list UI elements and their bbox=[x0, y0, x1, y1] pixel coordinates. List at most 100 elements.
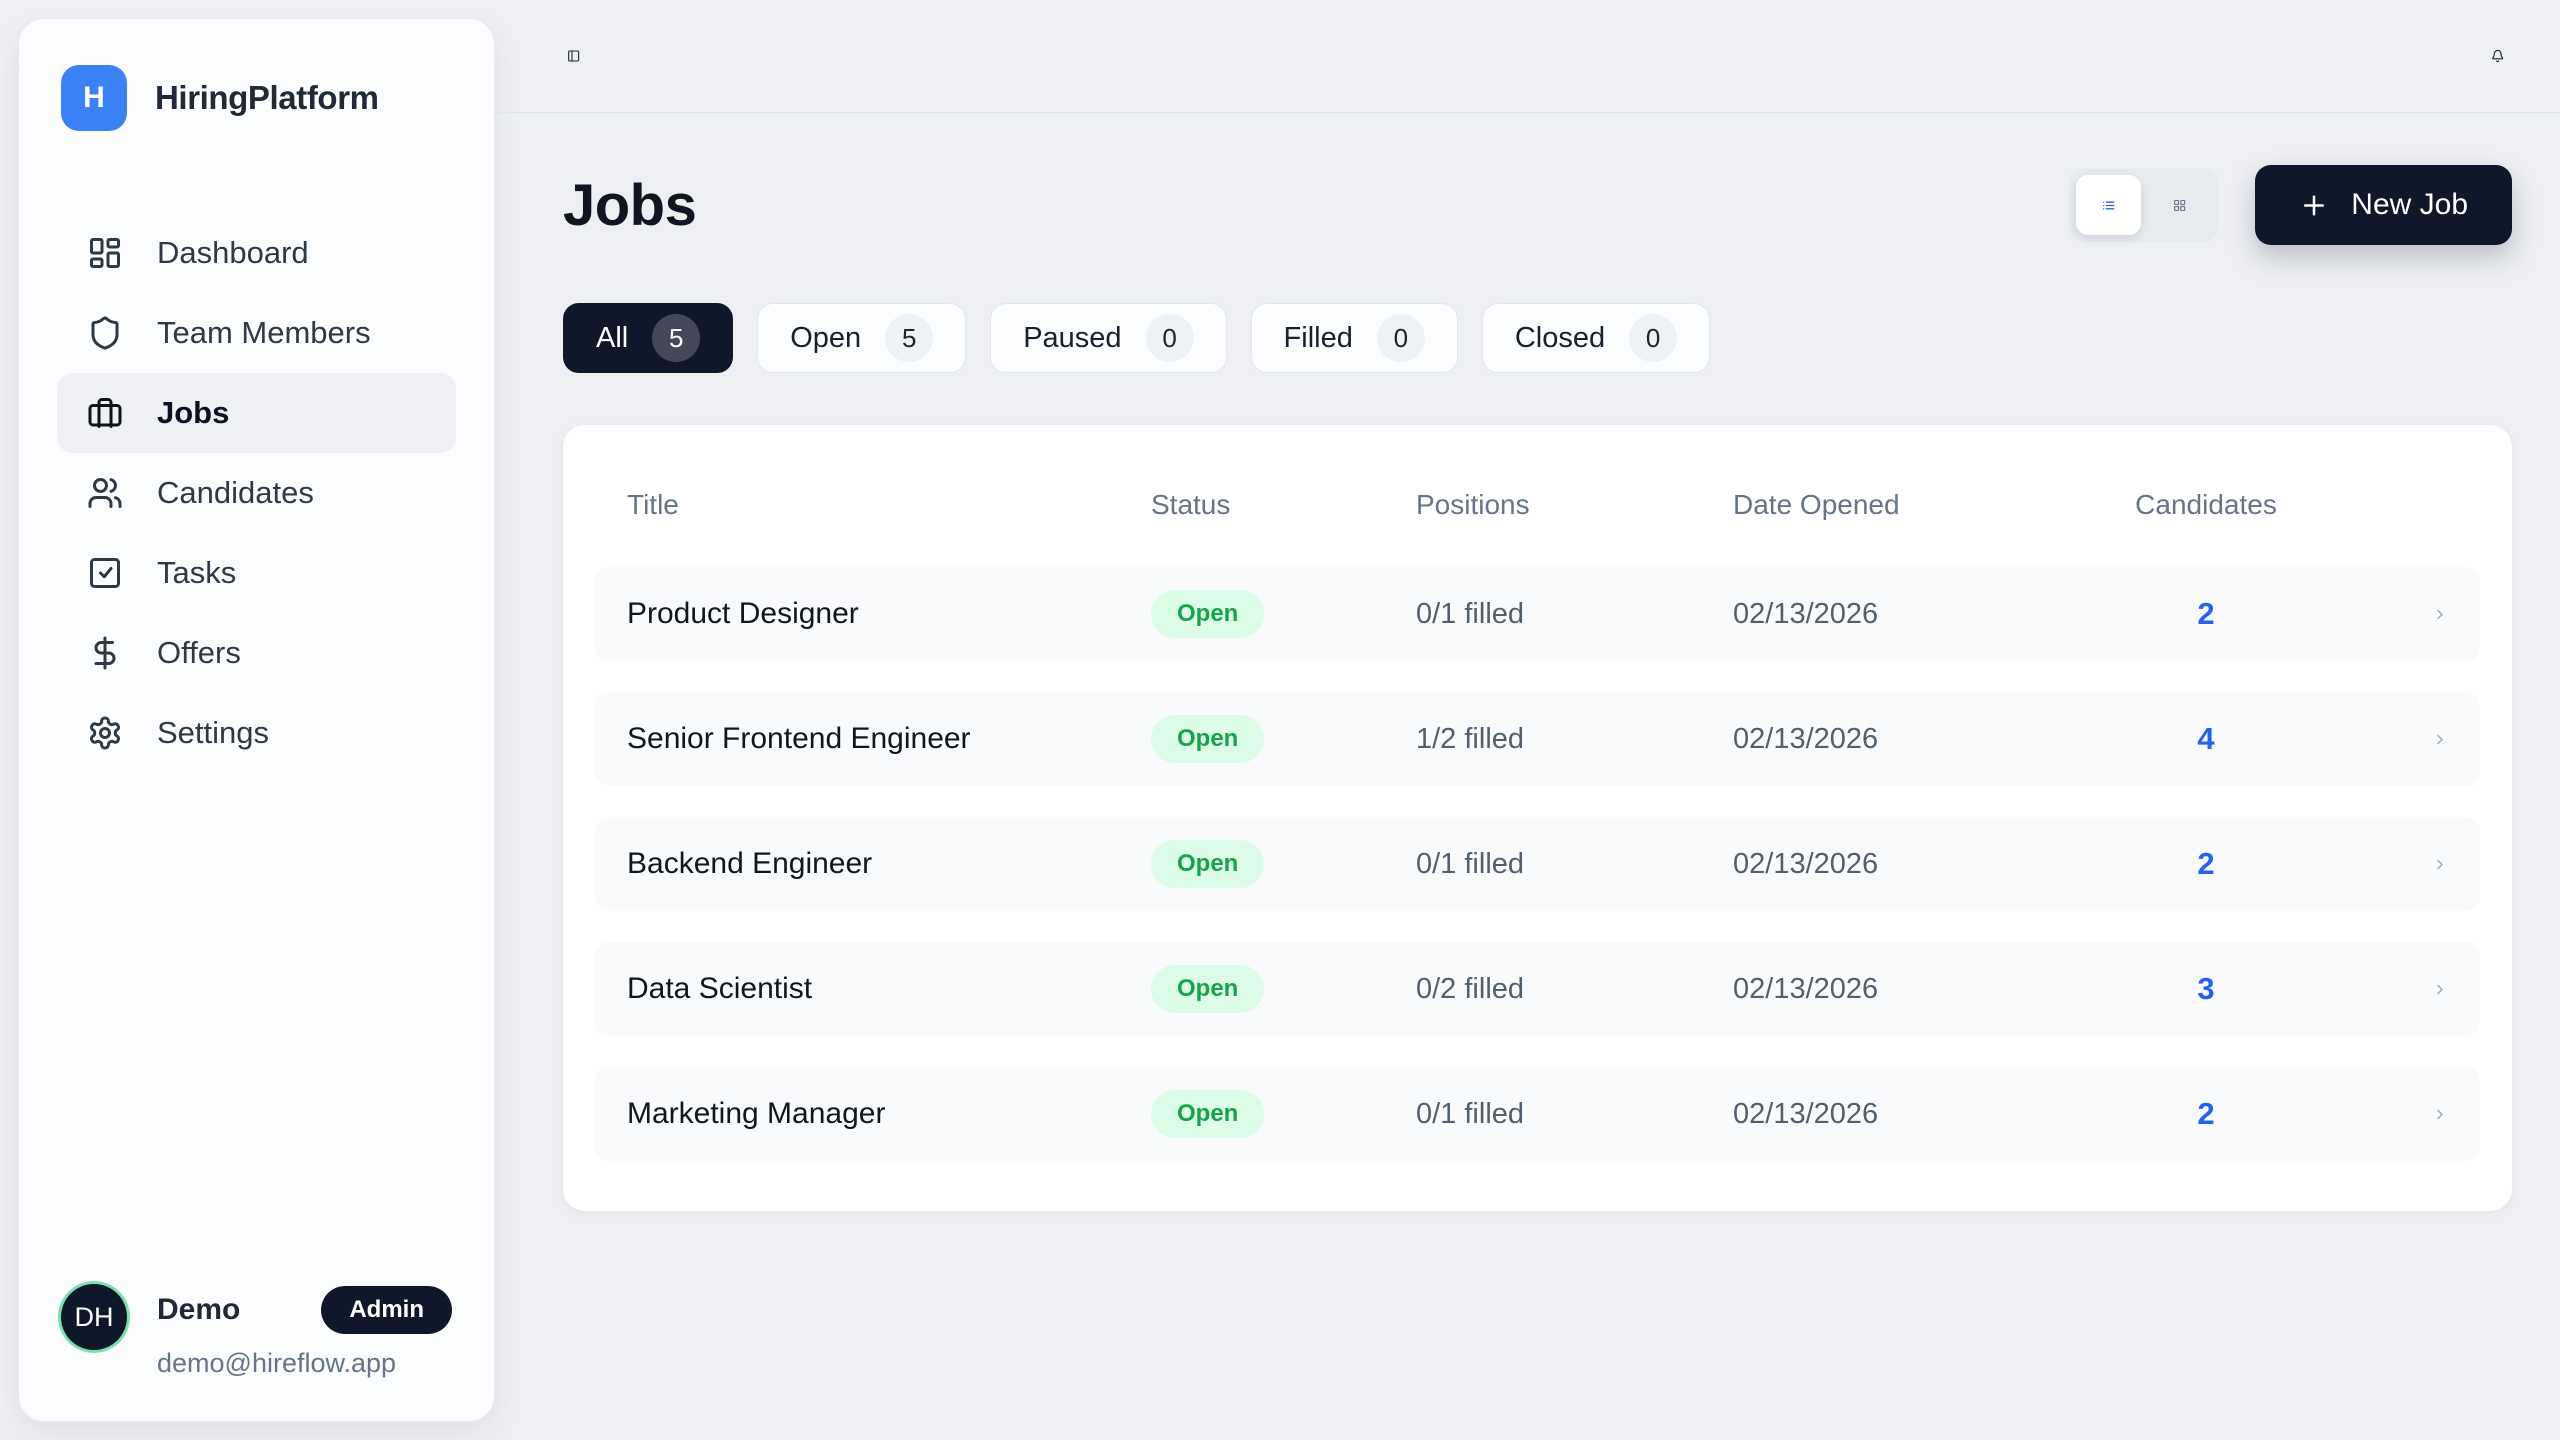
date-opened-cell: 02/13/2026 bbox=[1733, 972, 1879, 1005]
page-header: Jobs New Job bbox=[563, 165, 2512, 245]
sidebar-item-settings[interactable]: Settings bbox=[57, 693, 456, 773]
table-row[interactable]: Product Designer Open 0/1 filled 02/13/2… bbox=[595, 567, 2480, 661]
sidebar-item-team-members[interactable]: Team Members bbox=[57, 293, 456, 373]
main-area: Jobs New Job bbox=[495, 0, 2560, 1440]
square-check-icon bbox=[87, 555, 123, 591]
filter-label: All bbox=[596, 321, 629, 354]
positions-cell: 0/1 filled bbox=[1416, 847, 1525, 880]
app-name: HiringPlatform bbox=[155, 79, 379, 116]
job-title: Data Scientist bbox=[627, 972, 813, 1005]
date-opened-cell: 02/13/2026 bbox=[1733, 597, 1879, 630]
page-title: Jobs bbox=[563, 172, 697, 238]
positions-cell: 0/1 filled bbox=[1416, 597, 1525, 630]
filter-label: Open bbox=[790, 321, 862, 354]
status-badge: Open bbox=[1151, 590, 1265, 638]
candidates-count: 2 bbox=[2197, 846, 2215, 881]
table-row[interactable]: Backend Engineer Open 0/1 filled 02/13/2… bbox=[595, 817, 2480, 911]
users-icon bbox=[87, 475, 123, 511]
sidebar-item-jobs[interactable]: Jobs bbox=[57, 373, 456, 453]
sidebar-item-offers[interactable]: Offers bbox=[57, 613, 456, 693]
positions-cell: 0/2 filled bbox=[1416, 972, 1525, 1005]
column-header-date-opened: Date Opened bbox=[1733, 489, 1900, 520]
job-title: Product Designer bbox=[627, 597, 859, 630]
candidates-count: 3 bbox=[2197, 971, 2215, 1006]
filter-label: Filled bbox=[1283, 321, 1353, 354]
sidebar-nav: Dashboard Team Members Jobs Candidates T… bbox=[57, 213, 456, 773]
column-header-status: Status bbox=[1151, 489, 1231, 520]
table-row[interactable]: Data Scientist Open 0/2 filled 02/13/202… bbox=[595, 942, 2480, 1036]
filter-label: Paused bbox=[1023, 321, 1122, 354]
sidebar-item-candidates[interactable]: Candidates bbox=[57, 453, 456, 533]
filter-count-badge: 0 bbox=[1145, 314, 1194, 362]
app-logo: H HiringPlatform bbox=[57, 65, 456, 131]
new-job-button[interactable]: New Job bbox=[2255, 165, 2512, 245]
sidebar-item-label: Settings bbox=[157, 715, 270, 750]
filter-tab-filled[interactable]: Filled 0 bbox=[1250, 303, 1458, 373]
status-badge: Open bbox=[1151, 965, 1265, 1013]
filter-count-badge: 5 bbox=[885, 314, 934, 362]
sidebar: H HiringPlatform Dashboard Team Members … bbox=[18, 18, 495, 1422]
shield-icon bbox=[87, 315, 123, 351]
status-badge: Open bbox=[1151, 840, 1265, 888]
table-body: Product Designer Open 0/1 filled 02/13/2… bbox=[595, 567, 2480, 1161]
sidebar-item-dashboard[interactable]: Dashboard bbox=[57, 213, 456, 293]
gear-icon bbox=[87, 715, 123, 751]
status-badge: Open bbox=[1151, 1090, 1265, 1138]
column-header-candidates: Candidates bbox=[2135, 489, 2277, 520]
filter-tab-paused[interactable]: Paused 0 bbox=[990, 303, 1227, 373]
sidebar-item-tasks[interactable]: Tasks bbox=[57, 533, 456, 613]
panel-left-icon bbox=[567, 38, 580, 74]
filter-tab-closed[interactable]: Closed 0 bbox=[1481, 303, 1711, 373]
table-header-row: Title Status Positions Date Opened Candi… bbox=[595, 459, 2480, 567]
filter-tab-open[interactable]: Open 5 bbox=[757, 303, 967, 373]
topbar bbox=[495, 0, 2560, 113]
avatar: DH bbox=[61, 1284, 127, 1350]
chevron-right-icon[interactable] bbox=[2432, 974, 2448, 1005]
profile-email: demo@hireflow.app bbox=[157, 1348, 397, 1378]
positions-cell: 1/2 filled bbox=[1416, 722, 1525, 755]
profile-section[interactable]: DH Demo Admin demo@hireflow.app bbox=[57, 1284, 456, 1379]
table-row[interactable]: Marketing Manager Open 0/1 filled 02/13/… bbox=[595, 1067, 2480, 1161]
chevron-right-icon[interactable] bbox=[2432, 599, 2448, 630]
bell-icon bbox=[2491, 38, 2504, 74]
job-title: Marketing Manager bbox=[627, 1097, 886, 1130]
view-toggle bbox=[2069, 168, 2220, 242]
sidebar-item-label: Jobs bbox=[157, 395, 230, 430]
positions-cell: 0/1 filled bbox=[1416, 1097, 1525, 1130]
column-header-title: Title bbox=[627, 489, 679, 520]
sidebar-item-label: Candidates bbox=[157, 475, 314, 510]
table-row[interactable]: Senior Frontend Engineer Open 1/2 filled… bbox=[595, 692, 2480, 786]
jobs-table: Title Status Positions Date Opened Candi… bbox=[563, 425, 2512, 1211]
date-opened-cell: 02/13/2026 bbox=[1733, 1097, 1879, 1130]
filter-count-badge: 0 bbox=[1376, 314, 1425, 362]
job-title: Senior Frontend Engineer bbox=[627, 722, 971, 755]
dollar-sign-icon bbox=[87, 635, 123, 671]
status-filter-tabs: All 5 Open 5 Paused 0 Filled 0 Closed 0 bbox=[563, 303, 2512, 373]
date-opened-cell: 02/13/2026 bbox=[1733, 722, 1879, 755]
briefcase-icon bbox=[87, 395, 123, 431]
page-content: Jobs New Job bbox=[495, 113, 2560, 1211]
profile-name: Demo bbox=[157, 1293, 241, 1326]
candidates-count: 4 bbox=[2197, 721, 2215, 756]
plus-icon bbox=[2299, 190, 2329, 221]
sidebar-item-label: Offers bbox=[157, 635, 241, 670]
grid-view-button[interactable] bbox=[2147, 175, 2212, 235]
sidebar-item-label: Dashboard bbox=[157, 235, 309, 270]
dashboard-icon bbox=[87, 235, 123, 271]
notifications-button[interactable] bbox=[2491, 38, 2504, 74]
chevron-right-icon[interactable] bbox=[2432, 1099, 2448, 1130]
role-badge: Admin bbox=[321, 1286, 452, 1334]
filter-label: Closed bbox=[1514, 321, 1606, 354]
filter-tab-all[interactable]: All 5 bbox=[563, 303, 734, 373]
list-view-button[interactable] bbox=[2076, 175, 2142, 235]
column-header-positions: Positions bbox=[1416, 489, 1530, 520]
filter-count-badge: 0 bbox=[1629, 314, 1678, 362]
chevron-right-icon[interactable] bbox=[2432, 849, 2448, 880]
status-badge: Open bbox=[1151, 715, 1265, 763]
grid-icon bbox=[2173, 189, 2186, 222]
sidebar-item-label: Team Members bbox=[157, 315, 371, 350]
chevron-right-icon[interactable] bbox=[2432, 724, 2448, 755]
candidates-count: 2 bbox=[2197, 1096, 2215, 1131]
sidebar-toggle-button[interactable] bbox=[567, 38, 580, 74]
